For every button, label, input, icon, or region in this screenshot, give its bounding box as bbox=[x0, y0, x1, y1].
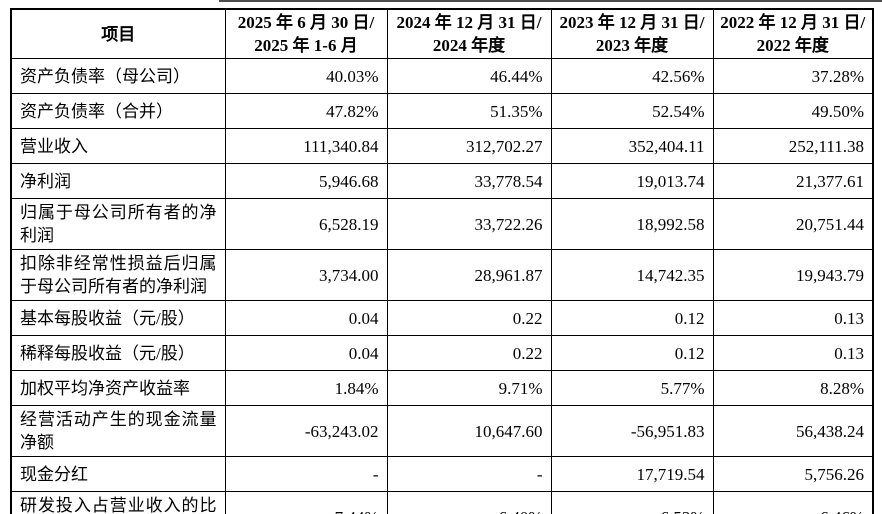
top-partial-rule bbox=[219, 0, 882, 2]
table-row: 稀释每股收益（元/股） 0.04 0.22 0.12 0.13 bbox=[10, 335, 874, 371]
row-item-label: 基本每股收益（元/股） bbox=[10, 300, 226, 336]
row-value: 8.28% bbox=[712, 370, 874, 406]
row-value: -56,951.83 bbox=[550, 405, 714, 457]
header-item-column: 项目 bbox=[10, 8, 226, 59]
row-item-label: 加权平均净资产收益率 bbox=[10, 370, 226, 406]
table-row: 营业收入 111,340.84 312,702.27 352,404.11 252,11… bbox=[10, 128, 874, 164]
table-row: 研发投入占营业收入的比例7.44%6.40%6.52%6.46% bbox=[10, 491, 874, 514]
table-body: 资产负债率（母公司） 40.03% 46.44% 42.56% 37.28% 资产负债率（… bbox=[10, 58, 874, 514]
row-value: 37.28% bbox=[712, 58, 874, 94]
period-date-line: 2022 年 12 月 31 日/ bbox=[720, 13, 866, 32]
row-value: -63,243.02 bbox=[224, 405, 388, 457]
row-value: 0.12 bbox=[550, 335, 714, 371]
row-value: 56,438.24 bbox=[712, 405, 874, 457]
row-value: 111,340.84 bbox=[224, 128, 388, 164]
row-value: 0.13 bbox=[712, 300, 874, 336]
row-value: 19,013.74 bbox=[550, 163, 714, 199]
header-period-column-2023: 2023 年 12 月 31 日/ 2023 年度 bbox=[550, 8, 714, 59]
table-row: 归属于母公司所有者的净利润 6,528.19 33,722.26 18,992.58 2… bbox=[10, 198, 874, 250]
row-value: 6,528.19 bbox=[224, 198, 388, 250]
table-row: 经营活动产生的现金流量净额 -63,243.02 10,647.60 -56,951.… bbox=[10, 405, 874, 457]
period-date-line: 2024 年 12 月 31 日/ bbox=[396, 13, 542, 32]
row-value: 10,647.60 bbox=[386, 405, 552, 457]
row-value: 14,742.35 bbox=[550, 249, 714, 301]
row-value: 52.54% bbox=[550, 93, 714, 129]
row-value: 17,719.54 bbox=[550, 456, 714, 492]
header-period-column-2025: 2025 年 6 月 30 日/ 2025 年 1-6 月 bbox=[224, 8, 388, 59]
table-row: 加权平均净资产收益率 1.84% 9.71% 5.77% 8.28% bbox=[10, 370, 874, 406]
row-item-label: 研发投入占营业收入的比例 bbox=[10, 491, 226, 514]
row-value: 21,377.61 bbox=[712, 163, 874, 199]
row-value: 3,734.00 bbox=[224, 249, 388, 301]
row-value: - bbox=[386, 456, 552, 492]
row-value: - bbox=[224, 456, 388, 492]
row-value: 0.13 bbox=[712, 335, 874, 371]
row-value: 0.04 bbox=[224, 300, 388, 336]
row-value: 0.22 bbox=[386, 300, 552, 336]
row-value: 20,751.44 bbox=[712, 198, 874, 250]
row-item-label: 现金分红 bbox=[10, 456, 226, 492]
row-value: 49.50% bbox=[712, 93, 874, 129]
period-range-line: 2022 年度 bbox=[756, 36, 829, 55]
row-value: 9.71% bbox=[386, 370, 552, 406]
row-value: 42.56% bbox=[550, 58, 714, 94]
row-value: 19,943.79 bbox=[712, 249, 874, 301]
row-value: 0.04 bbox=[224, 335, 388, 371]
row-item-label: 经营活动产生的现金流量净额 bbox=[10, 405, 226, 457]
row-value: 5,756.26 bbox=[712, 456, 874, 492]
row-value: 5.77% bbox=[550, 370, 714, 406]
row-value: 51.35% bbox=[386, 93, 552, 129]
row-value: 33,778.54 bbox=[386, 163, 552, 199]
header-period-column-2024: 2024 年 12 月 31 日/ 2024 年度 bbox=[386, 8, 552, 59]
row-item-label: 净利润 bbox=[10, 163, 226, 199]
row-value: 6.52% bbox=[550, 491, 714, 514]
period-date-line: 2025 年 6 月 30 日/ bbox=[237, 13, 375, 32]
row-value: 18,992.58 bbox=[550, 198, 714, 250]
table-row: 净利润 5,946.68 33,778.54 19,013.74 21,377.61 bbox=[10, 163, 874, 199]
period-date-line: 2023 年 12 月 31 日/ bbox=[559, 13, 705, 32]
row-item-label: 扣除非经常性损益后归属于母公司所有者的净利润 bbox=[10, 249, 226, 301]
row-item-label: 稀释每股收益（元/股） bbox=[10, 335, 226, 371]
row-value: 352,404.11 bbox=[550, 128, 714, 164]
period-range-line: 2023 年度 bbox=[595, 36, 669, 55]
row-value: 47.82% bbox=[224, 93, 388, 129]
row-value: 6.40% bbox=[386, 491, 552, 514]
row-value: 5,946.68 bbox=[224, 163, 388, 199]
row-value: 28,961.87 bbox=[386, 249, 552, 301]
row-value: 0.22 bbox=[386, 335, 552, 371]
row-item-label: 营业收入 bbox=[10, 128, 226, 164]
row-item-label: 资产负债率（合并） bbox=[10, 93, 226, 129]
row-value: 1.84% bbox=[224, 370, 388, 406]
period-range-line: 2025 年 1-6 月 bbox=[254, 36, 358, 55]
row-value: 252,111.38 bbox=[712, 128, 874, 164]
row-value: 6.46% bbox=[712, 491, 874, 514]
table-row: 基本每股收益（元/股） 0.04 0.22 0.12 0.13 bbox=[10, 300, 874, 336]
row-value: 33,722.26 bbox=[386, 198, 552, 250]
table-row: 扣除非经常性损益后归属于母公司所有者的净利润 3,734.00 28,961.87 1… bbox=[10, 249, 874, 301]
row-value: 40.03% bbox=[224, 58, 388, 94]
header-period-column-2022: 2022 年 12 月 31 日/ 2022 年度 bbox=[712, 8, 874, 59]
table-row: 现金分红 - -17,719.54 5,756.26 bbox=[10, 456, 874, 492]
header-row: 项目 2025 年 6 月 30 日/ 2025 年 1-6 月 2024 年 … bbox=[10, 8, 874, 59]
row-value: 0.12 bbox=[550, 300, 714, 336]
financial-indicators-table: 项目 2025 年 6 月 30 日/ 2025 年 1-6 月 2024 年 … bbox=[10, 8, 874, 514]
table-row: 资产负债率（合并） 47.82% 51.35% 52.54% 49.50% bbox=[10, 93, 874, 129]
row-value: 312,702.27 bbox=[386, 128, 552, 164]
row-value: 46.44% bbox=[386, 58, 552, 94]
table-row: 资产负债率（母公司） 40.03% 46.44% 42.56% 37.28% bbox=[10, 58, 874, 94]
period-range-line: 2024 年度 bbox=[432, 36, 506, 55]
row-value: 7.44% bbox=[224, 491, 388, 514]
row-item-label: 归属于母公司所有者的净利润 bbox=[10, 198, 226, 250]
row-item-label: 资产负债率（母公司） bbox=[10, 58, 226, 94]
